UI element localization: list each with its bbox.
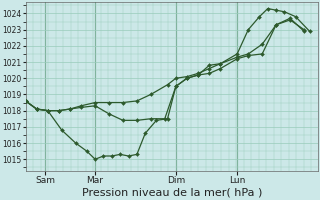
X-axis label: Pression niveau de la mer( hPa ): Pression niveau de la mer( hPa ) [82, 188, 262, 198]
